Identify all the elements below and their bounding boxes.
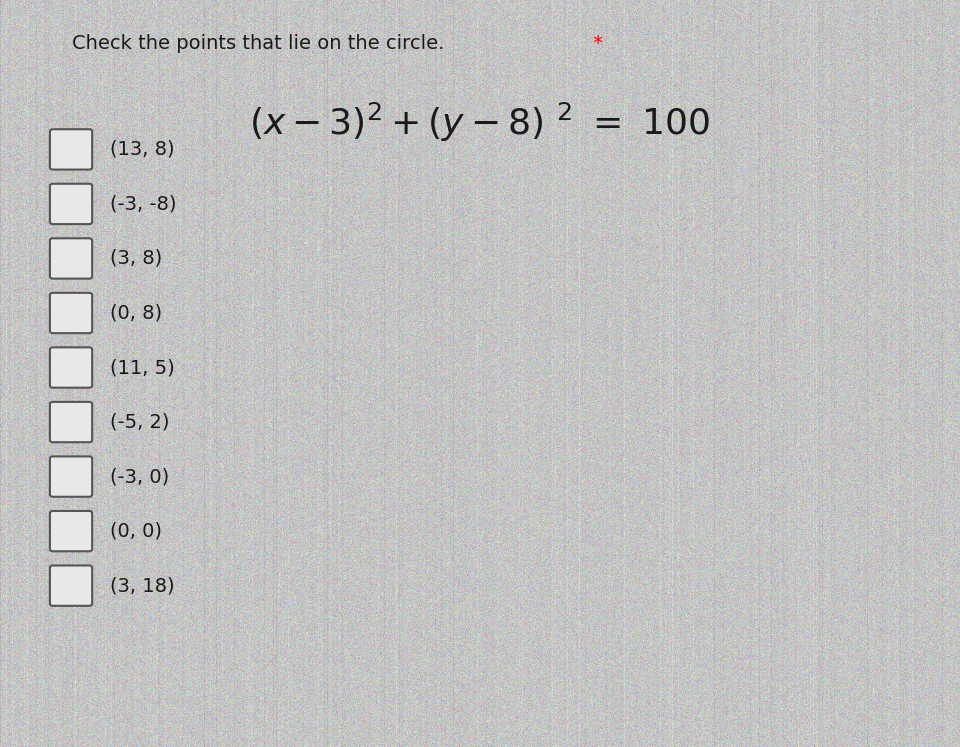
FancyBboxPatch shape — [50, 565, 92, 606]
FancyBboxPatch shape — [50, 184, 92, 224]
Text: (0, 0): (0, 0) — [110, 521, 162, 541]
FancyBboxPatch shape — [50, 129, 92, 170]
FancyBboxPatch shape — [50, 511, 92, 551]
Text: (3, 8): (3, 8) — [110, 249, 162, 268]
Text: (13, 8): (13, 8) — [110, 140, 175, 159]
Text: *: * — [587, 34, 603, 52]
Text: (-3, 0): (-3, 0) — [110, 467, 170, 486]
Text: (-3, -8): (-3, -8) — [110, 194, 177, 214]
Text: Check the points that lie on the circle.: Check the points that lie on the circle. — [72, 34, 444, 52]
Text: $(x - 3)^2 + (y - 8)\ ^{2}\ =\ 100$: $(x - 3)^2 + (y - 8)\ ^{2}\ =\ 100$ — [250, 101, 710, 144]
Text: (-5, 2): (-5, 2) — [110, 412, 170, 432]
FancyBboxPatch shape — [50, 402, 92, 442]
FancyBboxPatch shape — [50, 456, 92, 497]
FancyBboxPatch shape — [50, 238, 92, 279]
FancyBboxPatch shape — [50, 347, 92, 388]
Text: (0, 8): (0, 8) — [110, 303, 162, 323]
FancyBboxPatch shape — [50, 293, 92, 333]
Text: (3, 18): (3, 18) — [110, 576, 175, 595]
Text: (11, 5): (11, 5) — [110, 358, 175, 377]
